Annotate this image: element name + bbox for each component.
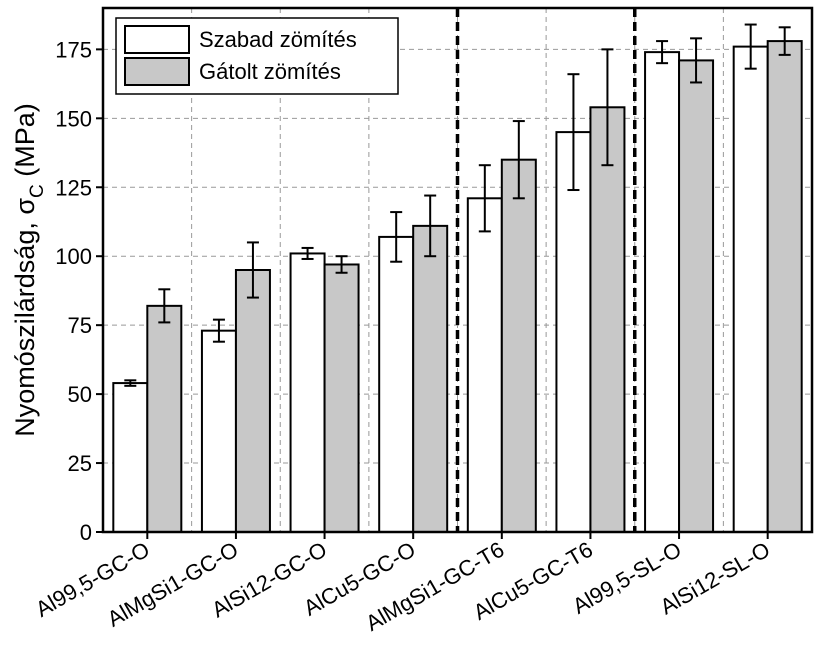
bar bbox=[555, 131, 592, 534]
y-axis-title-subscript: C bbox=[27, 184, 48, 198]
y-tick-label: 100 bbox=[55, 244, 92, 269]
legend-swatch-szabad bbox=[124, 25, 190, 54]
y-tick-label: 25 bbox=[68, 451, 92, 476]
y-tick-label: 125 bbox=[55, 175, 92, 200]
bar bbox=[234, 269, 271, 533]
x-axis-ticks: Al99,5-GC-OAlMgSi1-GC-OAlSi12-GC-OAlCu5-… bbox=[31, 532, 774, 636]
bar bbox=[200, 329, 237, 533]
y-axis-ticks: 0 25 50 75 100 125 150 175 bbox=[55, 37, 103, 545]
bar bbox=[378, 235, 415, 533]
bar bbox=[589, 106, 626, 533]
y-axis-title: Nyomószilárdság, σC (MPa) bbox=[10, 103, 48, 436]
bar bbox=[112, 382, 149, 533]
bar bbox=[289, 252, 326, 533]
bar bbox=[412, 224, 449, 533]
bars bbox=[112, 40, 803, 534]
y-tick-label: 175 bbox=[55, 37, 92, 62]
bar bbox=[146, 304, 183, 533]
y-tick-label: 0 bbox=[80, 520, 92, 545]
bar bbox=[678, 59, 715, 534]
bar bbox=[644, 51, 681, 534]
legend-label-gatolt: Gátolt zömítés bbox=[199, 59, 341, 84]
y-tick-label: 75 bbox=[68, 313, 92, 338]
legend-swatch-gatolt bbox=[124, 57, 190, 86]
y-tick-label: 50 bbox=[68, 382, 92, 407]
y-axis-title-main: Nyomószilárdság, σ bbox=[10, 198, 40, 437]
error-bars bbox=[124, 23, 791, 387]
plot-frame bbox=[101, 6, 814, 534]
bar bbox=[323, 263, 360, 533]
bar bbox=[500, 158, 537, 533]
legend-label-szabad: Szabad zömítés bbox=[199, 27, 357, 52]
y-tick-label: 150 bbox=[55, 106, 92, 131]
group-separators bbox=[455, 8, 637, 532]
y-axis-title-unit: (MPa) bbox=[10, 103, 40, 184]
legend: Szabad zömítés Gátolt zömítés bbox=[115, 17, 399, 95]
bar bbox=[766, 40, 803, 534]
bar bbox=[466, 197, 503, 533]
bar bbox=[732, 45, 769, 533]
